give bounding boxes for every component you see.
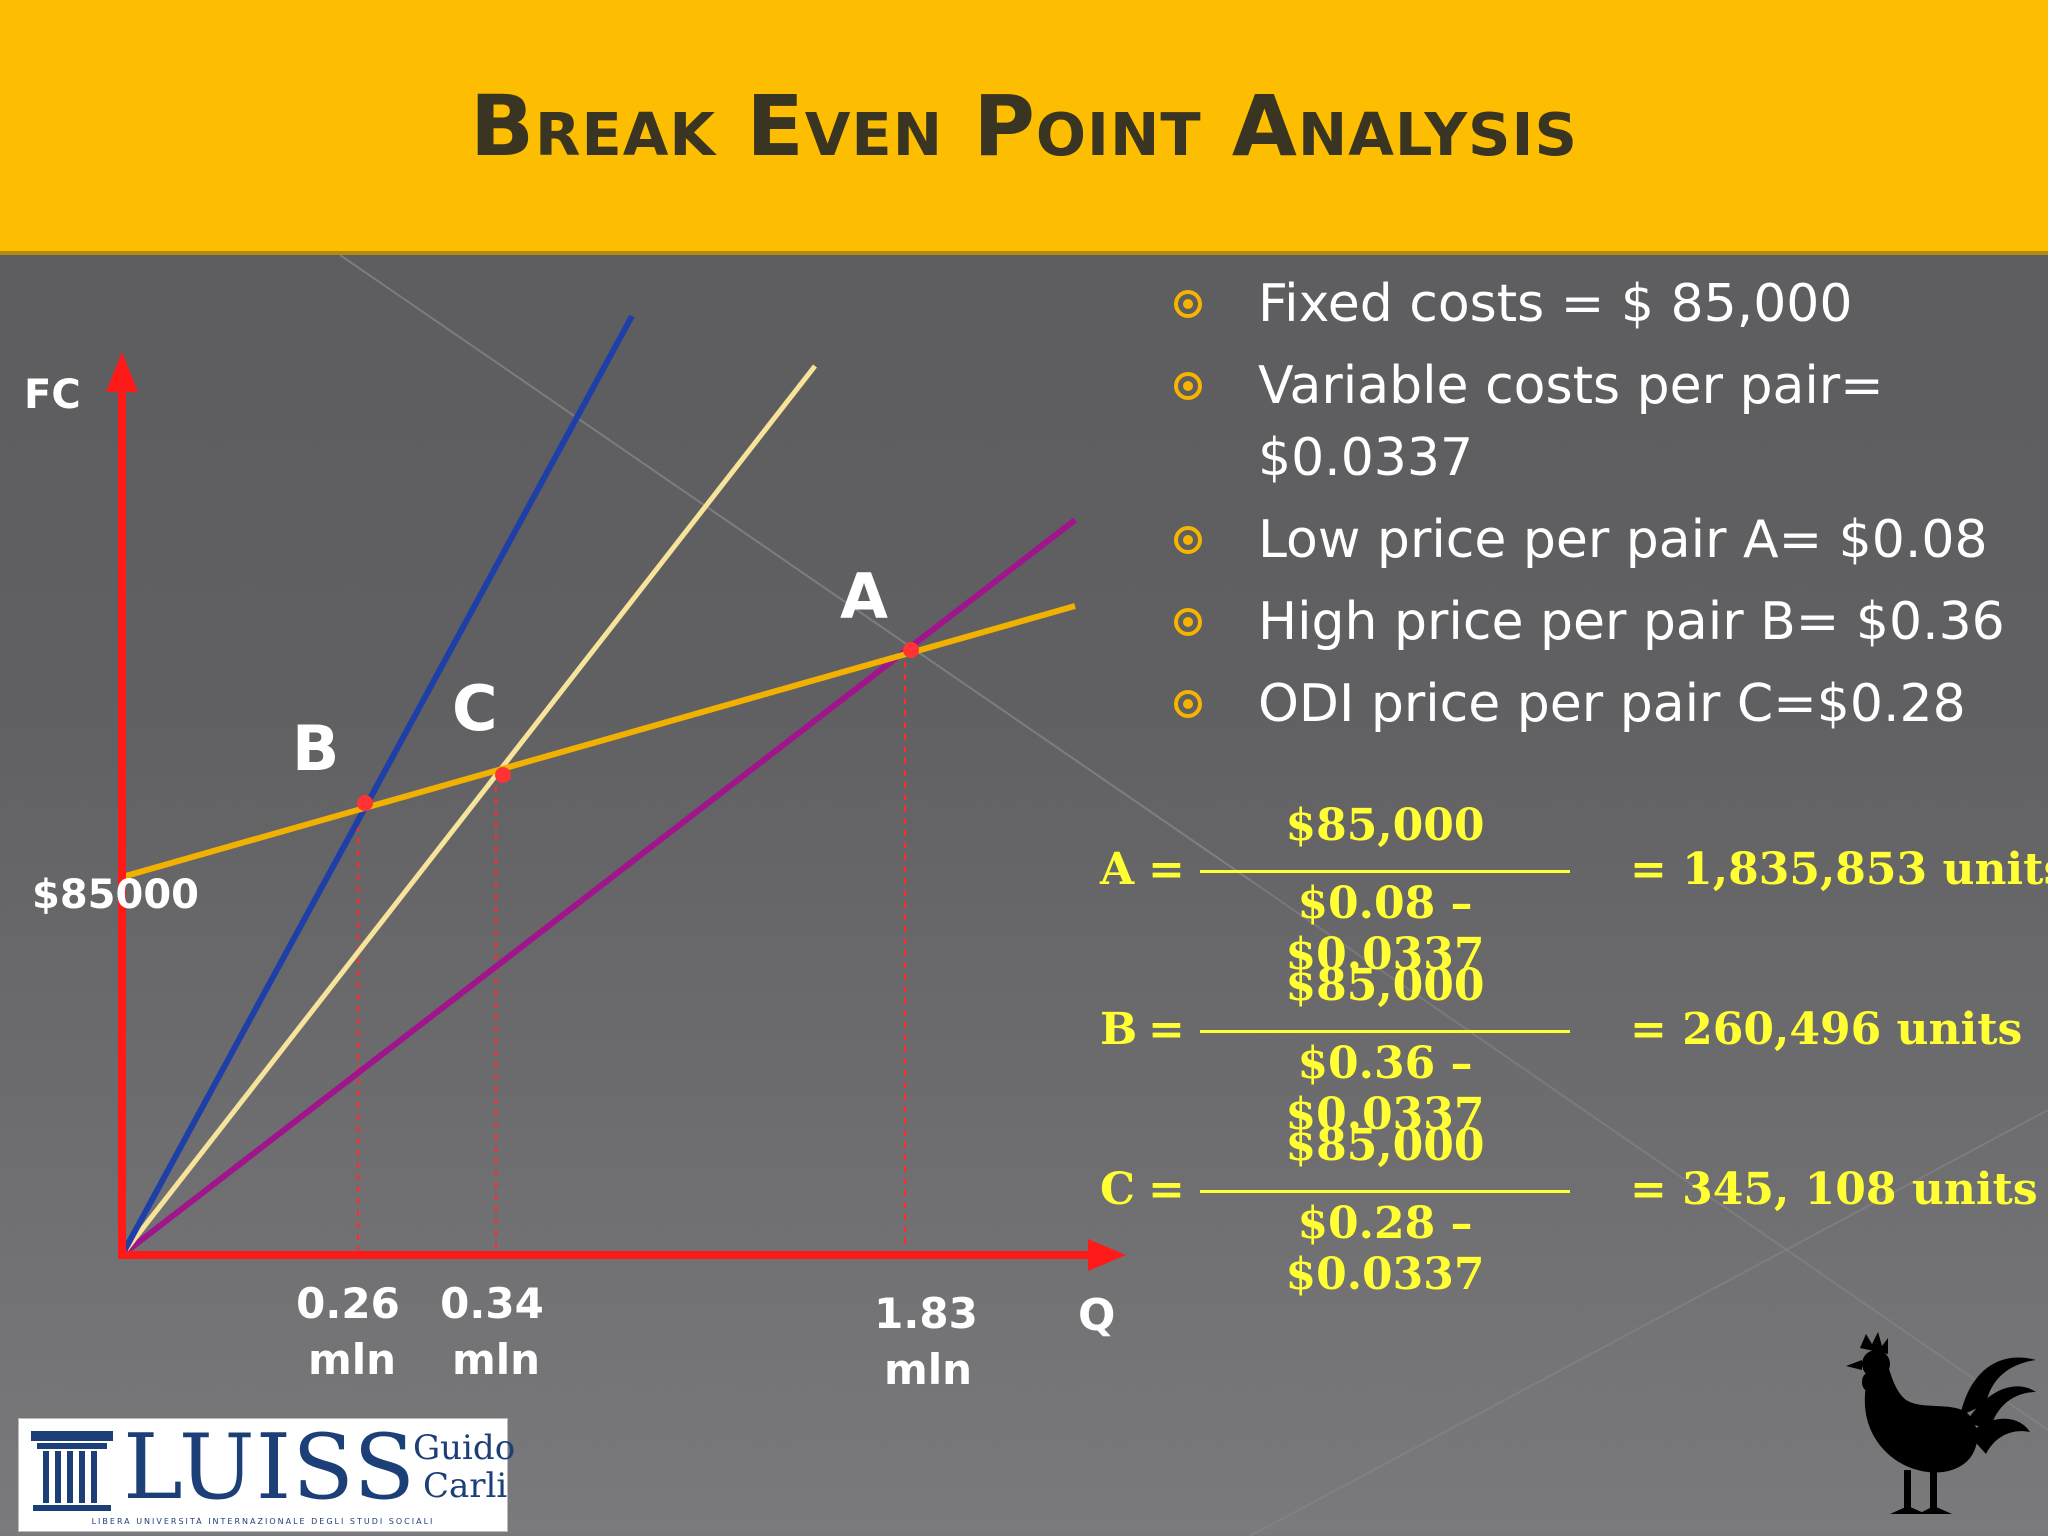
formula-equals: = (1148, 1164, 1185, 1215)
formula-result: = 260,496 units (1630, 1004, 2023, 1055)
fraction-bar (1200, 870, 1570, 873)
formula-a: A = $85,000 $0.08 – $0.0337 = 1,835,853 … (1100, 800, 2048, 980)
formula-numerator: $85,000 (1285, 1120, 1485, 1171)
formula-numerator: $85,000 (1285, 800, 1485, 851)
column-icon (31, 1431, 113, 1511)
list-item: Fixed costs = $ 85,000 (1170, 268, 2030, 340)
formula-result: = 1,835,853 units (1630, 844, 2048, 895)
point-c-label: C (452, 672, 498, 745)
rooster-icon (1846, 1332, 2036, 1514)
formula-denominator: $0.36 – $0.0337 (1285, 1038, 1485, 1140)
formula-denominator: $0.28 – $0.0337 (1285, 1198, 1485, 1300)
x-axis-arrow (1088, 1239, 1126, 1271)
formula-name: B (1100, 1004, 1138, 1055)
header-bar: Break Even Point Analysis (0, 0, 2048, 255)
bullet-text: Fixed costs = $ 85,000 (1258, 274, 1853, 334)
revenue-line-c (120, 364, 817, 1257)
revenue-line-b (119, 314, 635, 1257)
tick-label-a-unit: mln (884, 1345, 972, 1394)
bullet-icon (1174, 372, 1202, 400)
assumptions-list: Fixed costs = $ 85,000 Variable costs pe… (1170, 268, 2030, 750)
point-b-label: B (292, 712, 339, 785)
bullet-text: Variable costs per pair= $0.0337 (1258, 356, 1884, 488)
bullet-icon (1174, 690, 1202, 718)
luiss-logo: LUISS Guido Carli LIBERA UNIVERSITÀ INTE… (18, 1415, 515, 1532)
point-b (357, 795, 373, 811)
point-a (903, 642, 919, 658)
logo-wordmark: LUISS (123, 1415, 416, 1520)
tick-label-b-value: 0.26 (296, 1279, 400, 1328)
bullet-icon (1174, 608, 1202, 636)
fraction-bar (1200, 1190, 1570, 1193)
tick-label-c-unit: mln (452, 1335, 540, 1384)
formula-denominator: $0.08 – $0.0337 (1285, 878, 1485, 980)
list-item: ODI price per pair C=$0.28 (1170, 668, 2030, 740)
bullet-text: High price per pair B= $0.36 (1258, 592, 2005, 652)
list-item: Variable costs per pair= $0.0337 (1170, 350, 2030, 494)
formula-equals: = (1148, 1004, 1185, 1055)
point-c (495, 767, 511, 783)
formula-c: C = $85,000 $0.28 – $0.0337 = 345, 108 u… (1100, 1120, 2038, 1300)
list-item: High price per pair B= $0.36 (1170, 586, 2030, 658)
y-axis-arrow (106, 352, 138, 392)
x-axis-label: Q (1078, 1290, 1115, 1341)
fixed-cost-label: $85000 (32, 872, 199, 918)
revenue-line-a (120, 517, 1077, 1258)
logo-carli: Carli (423, 1466, 508, 1506)
list-item: Low price per pair A= $0.08 (1170, 504, 2030, 576)
formula-b: B = $85,000 $0.36 – $0.0337 = 260,496 un… (1100, 960, 2022, 1140)
tick-label-a-value: 1.83 (874, 1289, 978, 1338)
formula-numerator: $85,000 (1285, 960, 1485, 1011)
formula-equals: = (1148, 844, 1185, 895)
y-axis-label: FC (24, 372, 81, 418)
point-a-label: A (840, 560, 888, 633)
formula-name: A (1100, 844, 1135, 895)
formula-name: C (1100, 1164, 1136, 1215)
page-title: Break Even Point Analysis (469, 76, 1578, 175)
tick-label-b-unit: mln (308, 1335, 396, 1384)
bullet-icon (1174, 526, 1202, 554)
bullet-icon (1174, 290, 1202, 318)
logo-tagline: LIBERA UNIVERSITÀ INTERNAZIONALE DEGLI S… (91, 1517, 435, 1526)
bullet-text: Low price per pair A= $0.08 (1258, 510, 1988, 570)
formula-result: = 345, 108 units (1630, 1164, 2038, 1215)
logo-guido: Guido (413, 1428, 516, 1468)
tick-label-c-value: 0.34 (440, 1279, 544, 1328)
bullet-text: ODI price per pair C=$0.28 (1258, 674, 1966, 734)
fraction-bar (1200, 1030, 1570, 1033)
